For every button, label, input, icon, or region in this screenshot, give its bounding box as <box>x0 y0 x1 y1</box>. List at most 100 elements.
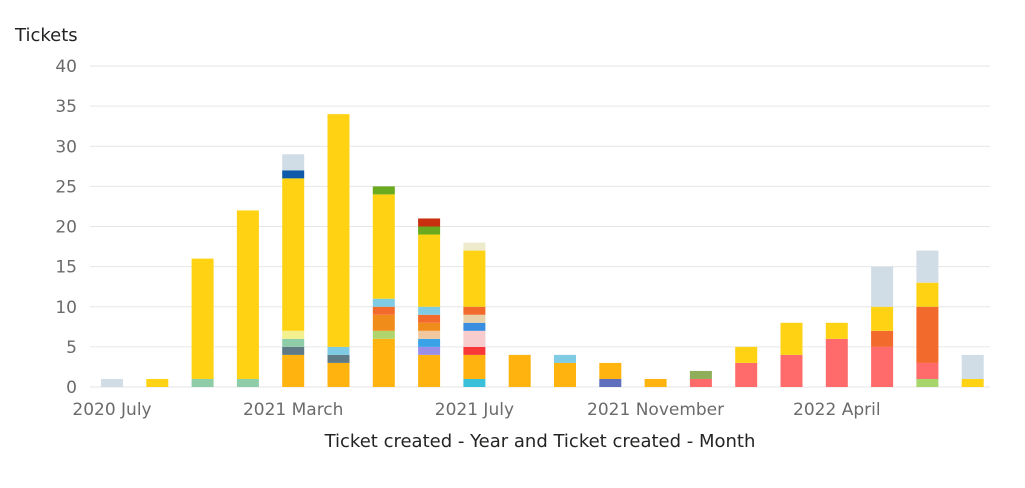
bar-segment[interactable] <box>418 346 441 355</box>
bar-segment[interactable] <box>327 354 350 363</box>
bar-segment[interactable] <box>282 330 305 339</box>
bar-stack[interactable] <box>327 114 350 387</box>
bar-segment[interactable] <box>463 314 486 323</box>
bar-segment[interactable] <box>916 378 939 387</box>
bar-segment[interactable] <box>418 306 441 315</box>
bar-segment[interactable] <box>463 346 486 355</box>
bar-segment[interactable] <box>372 330 395 339</box>
bar-segment[interactable] <box>871 306 894 331</box>
bar-segment[interactable] <box>327 114 350 347</box>
bar-stack[interactable] <box>780 322 803 387</box>
bar-segment[interactable] <box>463 322 486 331</box>
bar-segment[interactable] <box>916 282 939 307</box>
bar-segment[interactable] <box>372 298 395 307</box>
bar-segment[interactable] <box>282 154 305 171</box>
y-tick-label: 25 <box>55 177 77 197</box>
bar-segment[interactable] <box>961 378 984 387</box>
bar-segment[interactable] <box>418 226 441 235</box>
bar-segment[interactable] <box>554 354 576 363</box>
bar-stack[interactable] <box>282 154 305 387</box>
bar-segment[interactable] <box>961 354 984 379</box>
bar-segment[interactable] <box>372 306 395 315</box>
bar-segment[interactable] <box>599 362 622 379</box>
bar-segment[interactable] <box>418 330 441 339</box>
bar-segment[interactable] <box>236 378 259 387</box>
bar-stack[interactable] <box>871 266 894 387</box>
x-tick-label: 2021 July <box>435 400 514 420</box>
bar-segment[interactable] <box>554 362 576 387</box>
bar-stack[interactable] <box>191 258 214 387</box>
bar-segment[interactable] <box>825 338 848 387</box>
bar-segment[interactable] <box>780 322 803 355</box>
bar-segment[interactable] <box>372 314 395 331</box>
bar-segment[interactable] <box>825 322 848 339</box>
bar-segment[interactable] <box>463 378 486 387</box>
bar-segment[interactable] <box>735 362 758 387</box>
bar-segment[interactable] <box>871 346 894 387</box>
bar-stack[interactable] <box>418 218 441 387</box>
bar-stack[interactable] <box>101 378 123 387</box>
bar-segment[interactable] <box>599 378 622 387</box>
bar-stack[interactable] <box>599 362 622 387</box>
bar-stack[interactable] <box>916 250 939 387</box>
bar-stack[interactable] <box>463 242 486 387</box>
bar-segment[interactable] <box>282 170 305 179</box>
bar-segment[interactable] <box>418 234 441 307</box>
bar-stack[interactable] <box>644 378 667 387</box>
bar-segment[interactable] <box>418 322 441 331</box>
bar-segment[interactable] <box>418 354 441 387</box>
bar-segment[interactable] <box>463 306 486 315</box>
bar-segment[interactable] <box>871 266 894 307</box>
bar-segment[interactable] <box>282 346 305 355</box>
y-tick-label: 40 <box>55 57 77 77</box>
bar-stack[interactable] <box>961 354 984 387</box>
bar-segment[interactable] <box>463 250 486 307</box>
bar-segment[interactable] <box>146 378 169 387</box>
bar-segment[interactable] <box>463 242 486 251</box>
bar-segment[interactable] <box>327 362 350 387</box>
x-tick-label: 2021 November <box>587 400 724 420</box>
bar-segment[interactable] <box>418 338 441 347</box>
bar-segment[interactable] <box>418 218 441 227</box>
y-axis-title: Tickets <box>14 25 78 46</box>
bar-segment[interactable] <box>372 186 395 195</box>
bar-segment[interactable] <box>689 378 712 387</box>
bar-segment[interactable] <box>508 354 531 387</box>
bar-segment[interactable] <box>916 306 939 363</box>
y-tick-label: 35 <box>55 97 77 117</box>
bar-segment[interactable] <box>101 378 123 387</box>
bar-segment[interactable] <box>282 338 305 347</box>
bar-segment[interactable] <box>191 378 214 387</box>
bar-segment[interactable] <box>916 250 939 283</box>
bar-stack[interactable] <box>372 186 395 387</box>
bar-stack[interactable] <box>689 370 712 387</box>
bar-stack[interactable] <box>508 354 531 387</box>
x-axis-ticks: 2020 July 2021 March 2021 July 2021 Novembe… <box>72 400 880 420</box>
bar-segment[interactable] <box>236 210 259 379</box>
bar-segment[interactable] <box>463 330 486 347</box>
bar-segment[interactable] <box>689 370 712 379</box>
x-tick-label: 2022 April <box>793 400 881 420</box>
bar-stack[interactable] <box>735 346 758 387</box>
y-axis-ticks: 0 5 10 15 20 25 30 35 40 <box>55 57 77 398</box>
bar-segment[interactable] <box>644 378 667 387</box>
bar-segment[interactable] <box>735 346 758 363</box>
bar-segment[interactable] <box>191 258 214 379</box>
bar-segment[interactable] <box>463 354 486 379</box>
x-tick-label: 2021 March <box>243 400 344 420</box>
bar-segment[interactable] <box>780 354 803 387</box>
bar-segment[interactable] <box>327 346 350 355</box>
bar-segment[interactable] <box>372 194 395 299</box>
bar-segment[interactable] <box>372 338 395 387</box>
bar-segment[interactable] <box>916 362 939 379</box>
bar-stack[interactable] <box>825 322 848 387</box>
bar-stack[interactable] <box>554 354 576 387</box>
bar-segment[interactable] <box>871 330 894 347</box>
y-tick-label: 20 <box>55 218 77 238</box>
bar-stack[interactable] <box>146 378 169 387</box>
bars <box>101 114 984 387</box>
bar-segment[interactable] <box>282 178 305 331</box>
bar-segment[interactable] <box>282 354 305 387</box>
bar-stack[interactable] <box>236 210 259 387</box>
bar-segment[interactable] <box>418 314 441 323</box>
